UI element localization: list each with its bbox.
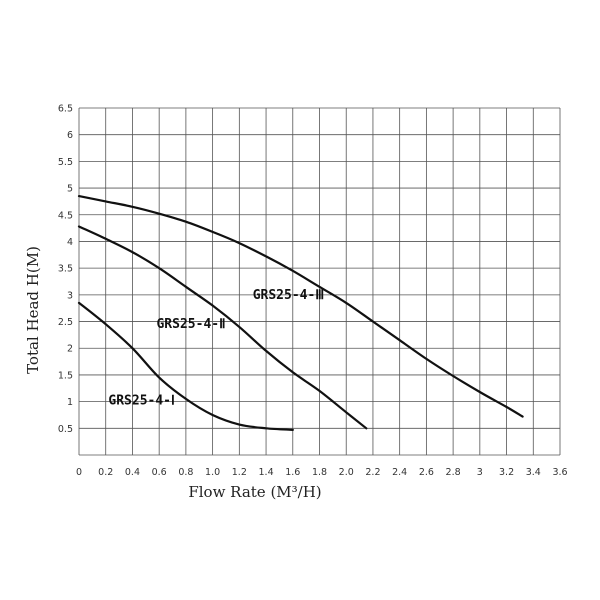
x-axis-label: Flow Rate (M³/H) bbox=[188, 483, 321, 501]
y-tick-label: 5 bbox=[67, 184, 73, 195]
x-tick-label: 2.0 bbox=[339, 467, 354, 478]
x-tick-label: 2.2 bbox=[365, 467, 380, 478]
x-tick-label: 0.2 bbox=[98, 467, 113, 478]
x-tick-label: 2.4 bbox=[392, 467, 407, 478]
x-tick-label: 1.4 bbox=[259, 467, 274, 478]
grid bbox=[78, 107, 561, 456]
x-tick-label: 3 bbox=[477, 467, 483, 478]
x-tick-label: 0.6 bbox=[152, 467, 167, 478]
series-curves bbox=[77, 195, 524, 431]
y-tick-label: 6.5 bbox=[58, 104, 73, 115]
series-curve-iii bbox=[77, 195, 524, 418]
series-curve-i bbox=[77, 301, 294, 431]
x-tick-labels: 0 0.2 0.4 0.6 0.8 1.0 1.2 1.4 1.6 1.8 2.0 2.2 2.4 2.6… bbox=[76, 467, 568, 478]
x-tick-label: 0.4 bbox=[125, 467, 140, 478]
y-tick-label: 3 bbox=[67, 290, 73, 301]
series-label-iii: GRS25-4-Ⅲ bbox=[253, 288, 325, 303]
x-tick-label: 1.6 bbox=[285, 467, 300, 478]
y-tick-label: 6 bbox=[67, 130, 73, 141]
y-tick-label: 2.5 bbox=[58, 317, 73, 328]
x-tick-label: 1.2 bbox=[232, 467, 247, 478]
y-tick-label: 0.5 bbox=[58, 424, 73, 435]
series-label-i: GRS25-4-Ⅰ bbox=[108, 393, 174, 408]
x-tick-label: 3.6 bbox=[552, 467, 567, 478]
y-tick-label: 5.5 bbox=[58, 157, 73, 168]
y-tick-label: 4.5 bbox=[58, 210, 73, 221]
y-tick-label: 2 bbox=[67, 344, 73, 355]
y-tick-label: 3.5 bbox=[58, 264, 73, 275]
series-label-ii: GRS25-4-Ⅱ bbox=[156, 317, 225, 332]
x-tick-label: 2.8 bbox=[446, 467, 461, 478]
x-tick-label: 1.0 bbox=[205, 467, 220, 478]
y-tick-label: 1.5 bbox=[58, 370, 73, 381]
x-tick-label: 3.2 bbox=[499, 467, 514, 478]
y-tick-label: 1 bbox=[67, 397, 73, 408]
x-tick-label: 1.8 bbox=[312, 467, 327, 478]
y-tick-labels: 0.5 1 1.5 2 2.5 3 3.5 4 4.5 5 5.5 6 6.5 bbox=[58, 104, 73, 435]
x-tick-label: 2.6 bbox=[419, 467, 434, 478]
series-curve-ii bbox=[77, 225, 368, 430]
x-tick-label: 3.4 bbox=[526, 467, 541, 478]
x-tick-label: 0 bbox=[76, 467, 82, 478]
y-tick-label: 4 bbox=[67, 237, 73, 248]
x-tick-label: 0.8 bbox=[178, 467, 193, 478]
y-axis-label: Total Head H(M) bbox=[24, 246, 42, 374]
series-labels: GRS25-4-Ⅰ GRS25-4-Ⅱ GRS25-4-Ⅲ bbox=[108, 288, 324, 408]
